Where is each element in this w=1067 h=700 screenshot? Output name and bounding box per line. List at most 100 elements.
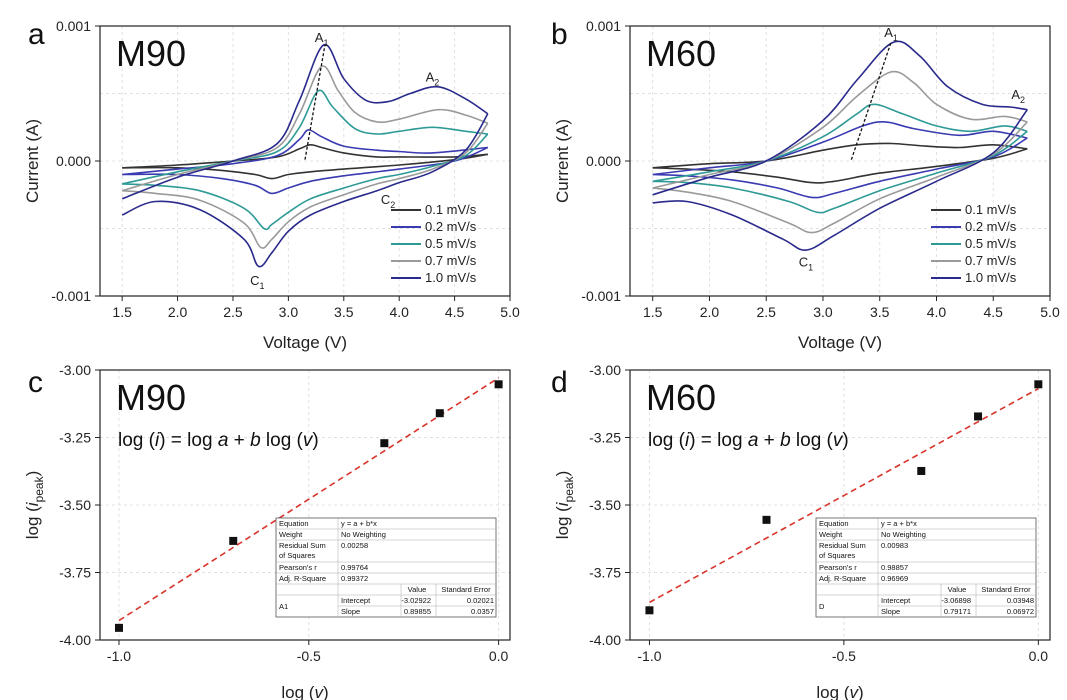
legend-label: 0.2 mV/s [965,219,1017,234]
stats-row-key: Adj. R-Square [279,574,326,583]
sample-label: M60 [646,33,716,74]
equation-part: log ( [648,430,686,451]
stats-coef-name: D [819,602,825,611]
data-point [435,409,444,418]
series-1-cathodic-line [122,146,489,195]
stats-coef-header: Value [408,585,427,594]
stats-coef-header: Standard Error [441,585,491,594]
x-tick-label: 5.0 [500,304,520,320]
series-3-cathodic-line [652,121,1028,234]
panel-b: b 1.5 2.0 2.5 3.0 3.5 4.0 4.5 5.0 -0.001 0.000 0.00… [551,18,1060,352]
x-tick-label: 4.5 [984,304,1004,320]
equation-part: a [748,430,759,451]
sample-label: M90 [116,33,186,74]
equation: log (i) = log a + b log (v) [648,430,849,451]
y-axis-label: log (ipeak) [553,471,576,540]
y-tick-label: 0.000 [586,153,621,169]
stats-coef-key: Slope [881,607,900,616]
data-point [974,412,983,421]
equation-part: log ( [261,430,304,451]
stats-coef-value: 0.89855 [404,607,431,616]
x-tick-label: 4.0 [927,304,947,320]
y-tick-label: -3.00 [589,362,621,378]
stats-row-key: Weight [279,530,303,539]
y-tick-label: -4.00 [589,632,621,648]
fit-line [649,387,1039,604]
stats-row-value: y = a + b*x [881,519,917,528]
y-axis-label-sub: peak [562,475,576,502]
y-axis-label-part: log ( [23,506,42,539]
y-axis-label: Current (A) [553,119,572,203]
data-point [229,536,238,545]
stats-row-value: 0.00258 [341,541,368,550]
fit-line [118,377,500,622]
stats-table: Equation y = a + b*x Weight No Weighting Res… [815,517,1037,618]
x-axis-label-part: log ( [816,683,849,700]
stats-coef-error: 0.03948 [1007,596,1034,605]
peak-label-sub: 1 [808,262,813,272]
y-tick-label: -3.75 [59,565,91,581]
equation-part: i [155,430,160,451]
legend-label: 0.7 mV/s [425,253,477,268]
data-point [380,439,389,448]
x-tick-label: 4.5 [445,304,465,320]
y-tick-label: -0.001 [51,288,91,304]
stats-coef-error: 0.0357 [471,607,494,616]
series-1-anodic-line [652,120,1028,176]
peak-label-main: C [381,192,390,207]
peak-label-sub: 1 [893,33,898,43]
stats-row-key: Residual Sum [819,541,866,550]
x-tick-label: 2.5 [223,304,243,320]
x-tick-label: -0.5 [832,648,856,664]
data-point [762,515,771,524]
x-tick-label: 2.5 [756,304,776,320]
equation-part: b [250,430,261,451]
stats-row-key: Residual Sum [279,541,326,550]
peak-label-main: A [1011,87,1020,102]
equation-part: ) [312,430,318,451]
series-0-cathodic-line [122,153,488,180]
y-axis-label-part: log ( [553,506,572,539]
x-tick-label: 3.0 [279,304,299,320]
peak-label: A2 [426,69,440,87]
x-axis-label: Voltage (V) [263,333,347,352]
data-point [1034,380,1043,389]
x-tick-label: 4.0 [389,304,409,320]
legend-label: 0.1 mV/s [425,202,477,217]
x-tick-label: -0.5 [297,648,321,664]
stats-coef-error: 0.06972 [1007,607,1034,616]
x-tick-label: 0.0 [1029,648,1049,664]
peak-label: A2 [1011,87,1025,105]
legend: 0.1 mV/s 0.2 mV/s 0.5 mV/s 0.7 mV/s 1.0 mV/s [391,202,477,285]
equation-part: ) [842,430,848,451]
stats-table: Equation y = a + b*x Weight No Weighting Res… [275,517,497,618]
equation-part: i [685,430,690,451]
y-tick-label: -3.50 [589,497,621,513]
legend-label: 0.2 mV/s [425,219,477,234]
peak-label-sub: 1 [323,38,328,48]
stats-row-value: 0.99764 [341,563,368,572]
stats-row-value: 0.00983 [881,541,908,550]
x-axis-label-part: ) [323,683,329,700]
equation-part: ) = log [689,430,748,451]
data-point [645,606,654,615]
peak-label: C2 [381,192,395,210]
stats-row-key: Equation [819,519,849,528]
series-group [121,44,489,268]
y-axis-label-part: i [23,501,42,506]
stats-row-value: No Weighting [341,530,386,539]
equation-part: b [780,430,791,451]
series-4-anodic-line [652,40,1028,196]
legend-label: 0.1 mV/s [965,202,1017,217]
y-axis-label-part: i [553,501,572,506]
stats-row-value: y = a + b*x [341,519,377,528]
peak-label: C1 [250,273,264,291]
stats-row-value: No Weighting [881,530,926,539]
x-axis-label: log (v) [816,683,863,700]
x-tick-label: 3.5 [870,304,890,320]
stats-row-key: of Squares [819,551,856,560]
stats-row-key: Equation [279,519,309,528]
y-tick-label: -3.00 [59,362,91,378]
data-point [917,466,926,475]
panel-letter: a [28,18,45,51]
